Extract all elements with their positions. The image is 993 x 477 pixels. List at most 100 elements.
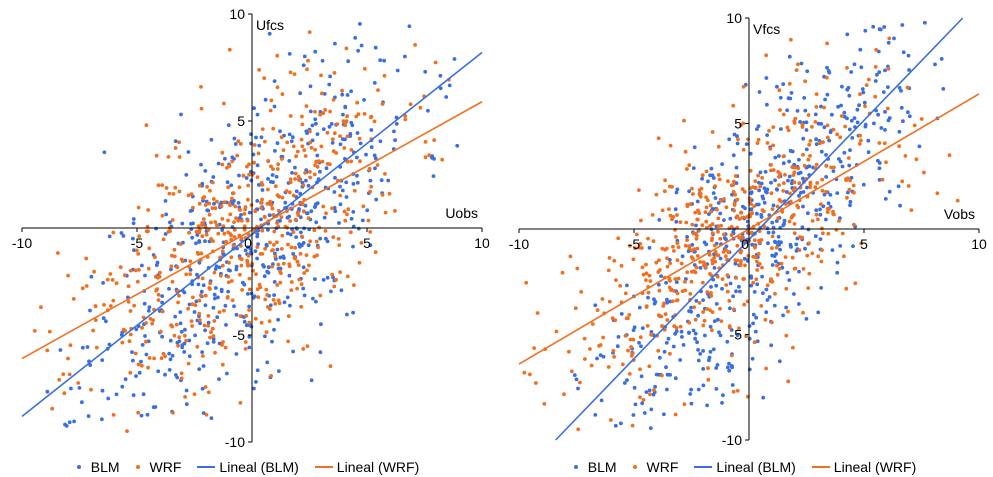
data-point-wrf: [735, 243, 740, 248]
data-point-wrf: [667, 285, 672, 290]
data-point-wrf: [680, 289, 685, 293]
data-point-blm: [765, 133, 769, 138]
data-point-blm: [714, 283, 719, 288]
data-point-wrf: [708, 224, 712, 228]
data-point-blm: [394, 122, 399, 126]
data-point-blm: [814, 137, 818, 142]
data-point-wrf: [690, 222, 695, 227]
data-point-blm: [318, 350, 323, 355]
data-point-wrf: [614, 278, 618, 282]
data-point-wrf: [335, 122, 340, 126]
data-point-wrf: [826, 231, 831, 236]
data-point-blm: [272, 104, 277, 109]
data-point-blm: [186, 150, 191, 154]
data-point-wrf: [644, 262, 648, 267]
data-point-blm: [187, 302, 192, 307]
data-point-wrf: [747, 196, 752, 201]
data-point-blm: [831, 169, 836, 174]
data-point-wrf: [753, 185, 758, 190]
data-point-blm: [593, 413, 598, 417]
y-tick-label: -10: [722, 432, 742, 448]
data-point-blm: [824, 153, 828, 157]
data-point-blm: [229, 183, 234, 188]
data-point-blm: [750, 242, 754, 247]
data-point-wrf: [193, 303, 198, 308]
data-point-wrf: [742, 277, 746, 281]
data-point-wrf: [299, 282, 304, 287]
data-point-wrf: [288, 114, 293, 118]
data-point-blm: [679, 329, 684, 334]
data-point-blm: [704, 242, 709, 247]
data-point-blm: [830, 248, 835, 253]
data-point-wrf: [179, 376, 184, 381]
data-point-blm: [275, 141, 280, 146]
data-point-blm: [216, 161, 221, 166]
data-point-blm: [631, 328, 636, 332]
data-point-wrf: [161, 237, 166, 242]
data-point-blm: [665, 372, 670, 377]
data-point-wrf: [234, 216, 238, 221]
data-point-blm: [673, 376, 678, 381]
data-point-blm: [878, 27, 883, 32]
data-point-wrf: [275, 240, 279, 245]
data-point-blm: [333, 175, 337, 180]
data-point-wrf: [299, 304, 304, 309]
data-point-blm: [182, 341, 187, 346]
data-point-wrf: [232, 235, 237, 239]
data-point-wrf: [177, 155, 182, 159]
data-point-wrf: [198, 318, 202, 322]
data-point-wrf: [705, 290, 710, 294]
data-point-wrf: [275, 283, 280, 287]
data-point-blm: [274, 174, 279, 179]
data-point-wrf: [722, 197, 726, 201]
data-point-blm: [576, 386, 580, 391]
data-point-blm: [848, 199, 853, 204]
data-point-wrf: [146, 266, 151, 271]
data-point-wrf: [308, 175, 312, 180]
data-point-blm: [728, 281, 733, 286]
data-point-wrf: [221, 340, 225, 344]
data-point-wrf: [236, 139, 241, 144]
data-point-blm: [689, 309, 693, 314]
data-point-wrf: [864, 83, 869, 87]
data-point-blm: [727, 361, 731, 366]
data-point-blm: [140, 263, 144, 268]
data-point-wrf: [667, 207, 671, 212]
data-point-wrf: [808, 185, 812, 190]
data-point-blm: [379, 178, 384, 183]
data-point-blm: [226, 123, 231, 127]
data-point-blm: [777, 240, 781, 244]
data-point-blm: [776, 234, 781, 239]
data-point-blm: [100, 417, 104, 422]
data-point-blm: [753, 329, 758, 334]
data-point-wrf: [340, 88, 344, 93]
data-point-blm: [852, 62, 857, 67]
data-point-blm: [213, 286, 218, 290]
data-point-blm: [187, 338, 192, 343]
data-point-wrf: [313, 109, 317, 114]
data-point-wrf: [320, 91, 324, 96]
data-point-wrf: [208, 287, 212, 291]
data-point-wrf: [324, 211, 328, 216]
data-point-wrf: [792, 121, 797, 125]
data-point-blm: [373, 45, 378, 50]
data-point-wrf: [280, 233, 285, 238]
x-tick-label: 0: [244, 235, 252, 251]
data-point-wrf: [665, 256, 669, 261]
data-point-wrf: [93, 304, 98, 309]
data-point-wrf: [144, 229, 149, 234]
data-point-blm: [842, 114, 847, 119]
data-point-blm: [711, 347, 716, 352]
data-point-blm: [633, 402, 638, 407]
data-point-wrf: [739, 259, 743, 263]
data-point-wrf: [903, 154, 908, 158]
data-point-wrf: [781, 112, 786, 117]
data-point-wrf: [763, 317, 768, 322]
data-point-wrf: [629, 353, 634, 358]
data-point-wrf: [619, 263, 624, 268]
data-point-wrf: [760, 208, 765, 213]
data-point-wrf: [242, 224, 247, 229]
data-point-blm: [801, 190, 806, 194]
data-point-wrf: [651, 239, 656, 244]
data-point-blm: [232, 304, 236, 309]
